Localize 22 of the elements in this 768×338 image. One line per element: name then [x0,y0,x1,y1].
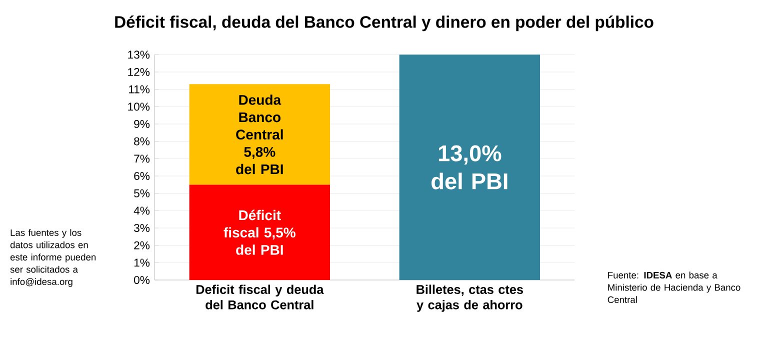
y-tick-label: 5% [134,189,150,198]
y-tick-label: 0% [134,276,150,284]
y-tick-label: 9% [134,120,150,128]
y-tick-label: 11% [128,85,150,94]
y-tick-label: 10% [128,102,150,111]
text: Las fuentes y los datos utilizados en este informe pueden ser solicitados a info@idesa.org [10,229,96,287]
y-tick-label: 12% [128,68,150,76]
y-tick-label: 8% [134,137,150,146]
x-tick-label: Deficit fiscal y deuda del Banco Central [196,284,324,310]
chart-title: Déficit fiscal, deuda del Banco Central y dinero en poder del público [115,15,654,32]
data-label: 13,0% del PBI [432,145,508,190]
x-tick-label: Billetes, ctas ctes y cajas de ahorro [416,284,523,312]
source-note: Fuente: IDESA en base a Ministerio de Hacienda y Banco Central [608,272,740,304]
y-tick-label: 6% [134,172,150,180]
y-tick-label: 13% [128,50,150,59]
y-tick-label: 3% [134,224,150,232]
y-tick-label: 7% [134,154,150,163]
data-label: Deuda Banco Central 5,8% del PBI [236,94,283,174]
y-tick-label: 2% [134,241,150,250]
y-tick-label: 4% [134,206,150,215]
data-label: Déficit fiscal 5,5% del PBI [224,210,296,255]
y-tick-label: 1% [134,258,150,267]
